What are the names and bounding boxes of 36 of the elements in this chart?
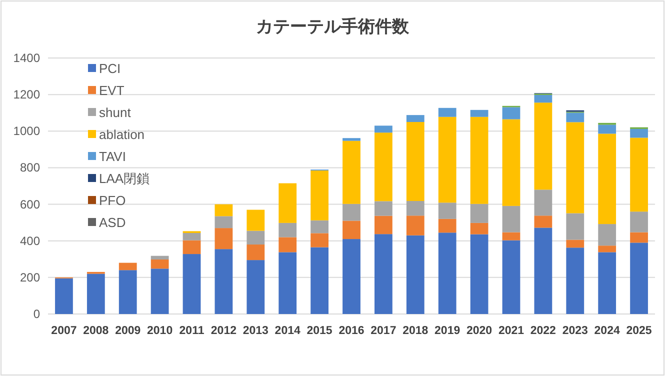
legend-label: ASD bbox=[99, 215, 126, 230]
x-tick-label: 2024 bbox=[594, 325, 620, 337]
y-tick-label: 200 bbox=[20, 270, 40, 284]
x-tick-label: 2010 bbox=[147, 325, 173, 337]
x-tick-label: 2022 bbox=[530, 325, 556, 337]
y-tick-label: 1000 bbox=[13, 124, 40, 138]
x-tick-label: 2020 bbox=[466, 325, 492, 337]
legend-label: ablation bbox=[99, 127, 145, 142]
x-tick-label: 2011 bbox=[179, 325, 205, 337]
chart-title: カテーテル手術件数 bbox=[256, 17, 410, 36]
legend-label: EVT bbox=[99, 83, 124, 98]
y-tick-label: 1400 bbox=[13, 51, 40, 65]
x-tick-label: 2017 bbox=[370, 325, 396, 337]
x-tick-label: 2009 bbox=[115, 325, 141, 337]
x-tick-label: 2014 bbox=[274, 325, 301, 337]
x-tick-label: 2012 bbox=[210, 325, 237, 337]
x-tick-label: 2025 bbox=[626, 325, 652, 337]
x-tick-label: 2019 bbox=[434, 325, 460, 337]
legend-label: PCI bbox=[99, 61, 121, 76]
x-tick-label: 2023 bbox=[562, 325, 588, 337]
x-tick-label: 2021 bbox=[498, 325, 525, 337]
x-tick-label: 2016 bbox=[338, 325, 364, 337]
x-tick-label: 2007 bbox=[51, 325, 77, 337]
x-tick-label: 2008 bbox=[83, 325, 110, 337]
x-tick-label: 2013 bbox=[242, 325, 268, 337]
legend-label: LAA閉鎖 bbox=[99, 171, 150, 186]
legend-label: TAVI bbox=[99, 149, 126, 164]
legend-label: shunt bbox=[99, 105, 132, 120]
y-tick-label: 0 bbox=[33, 307, 40, 321]
y-tick-label: 400 bbox=[20, 234, 40, 248]
y-tick-label: 600 bbox=[20, 197, 40, 212]
y-tick-label: 1200 bbox=[13, 88, 40, 102]
x-tick-label: 2015 bbox=[306, 325, 333, 337]
x-tick-label: 2018 bbox=[402, 325, 429, 337]
legend-label: PFO bbox=[99, 193, 126, 208]
y-tick-label: 800 bbox=[20, 160, 40, 175]
